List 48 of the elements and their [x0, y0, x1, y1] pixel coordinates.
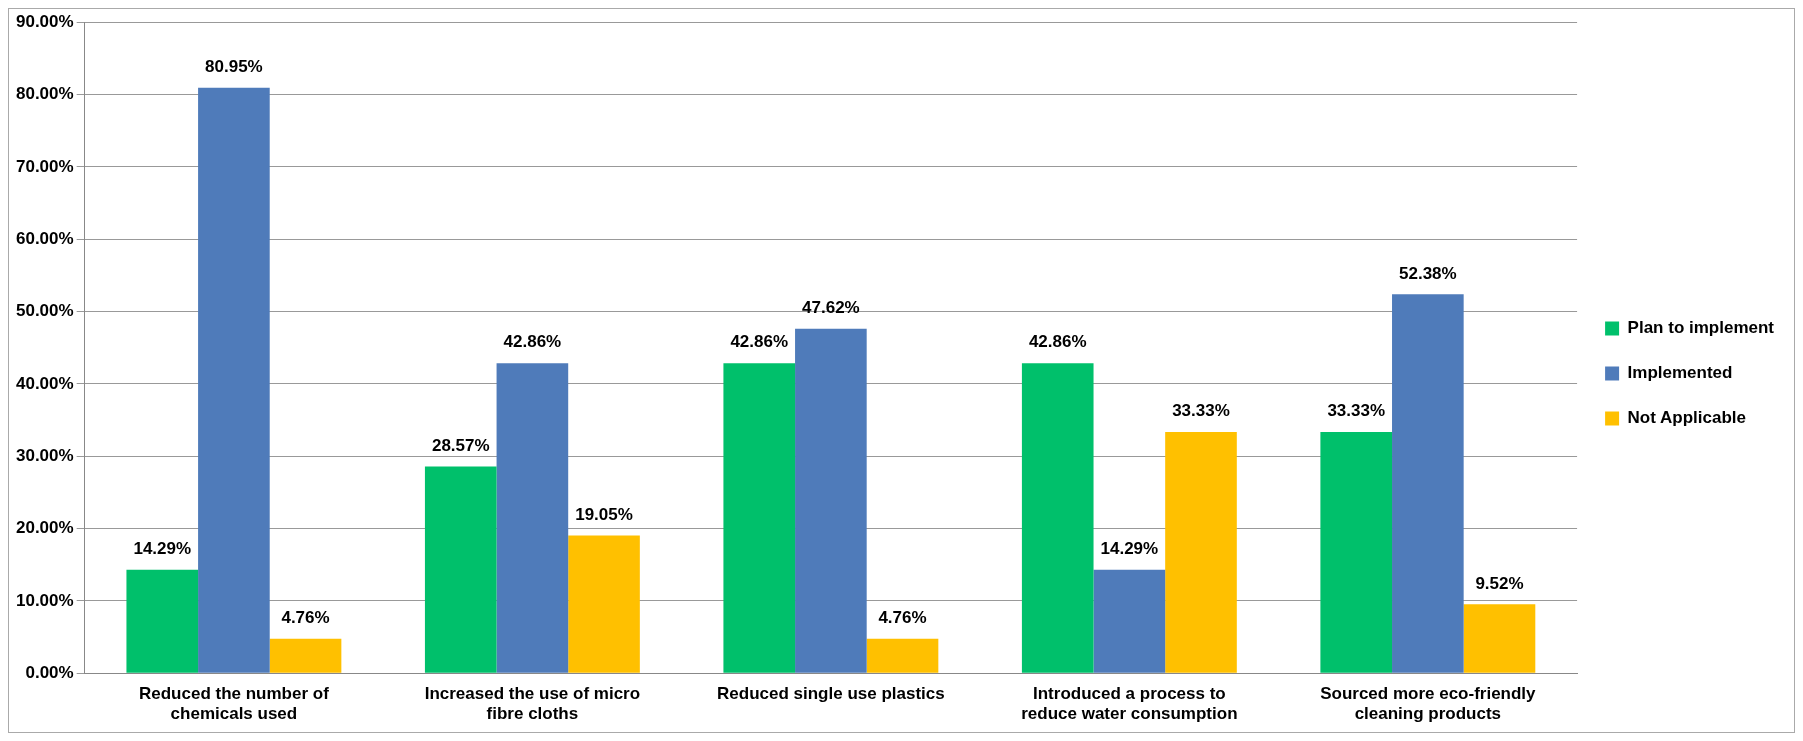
data-label: 4.76%	[878, 607, 927, 627]
y-tick-label: 50.00%	[15, 301, 74, 321]
y-tick-label: 10.00%	[15, 590, 74, 610]
bar	[1392, 294, 1464, 673]
data-label: 33.33%	[1327, 401, 1386, 421]
bar	[1093, 569, 1166, 673]
data-label: 14.29%	[1100, 539, 1159, 559]
bar	[1021, 363, 1094, 673]
x-tick-label: Reduced single use plastics	[717, 684, 945, 704]
data-label: 42.86%	[1028, 332, 1087, 352]
bar	[1165, 432, 1237, 673]
y-tick-label: 70.00%	[15, 156, 74, 176]
data-label: 33.33%	[1172, 401, 1230, 421]
y-tick-label: 90.00%	[15, 11, 74, 31]
data-label: 52.38%	[1399, 263, 1457, 283]
data-label: 4.76%	[281, 607, 330, 627]
data-label: 14.29%	[133, 539, 192, 559]
legend-label: Not Applicable	[1627, 408, 1746, 428]
bar	[126, 569, 199, 673]
bar	[866, 638, 939, 673]
y-tick-label: 40.00%	[15, 373, 74, 393]
data-label: 42.86%	[503, 332, 562, 352]
bar	[795, 328, 867, 673]
x-tick-label: Increased the use of micro fibre cloths	[424, 684, 641, 724]
bar	[198, 87, 270, 673]
x-tick-label: Introduced a process to reduce water consumption	[1021, 684, 1238, 724]
data-label: 47.62%	[802, 297, 860, 317]
data-label: 28.57%	[431, 435, 490, 455]
y-tick-label: 60.00%	[15, 228, 74, 248]
bar	[568, 535, 640, 673]
data-label: 9.52%	[1475, 573, 1524, 593]
bar	[424, 466, 497, 673]
legend-label: Implemented	[1627, 363, 1733, 383]
bar	[269, 638, 342, 673]
bar	[723, 363, 796, 673]
bar	[1463, 604, 1536, 673]
y-tick-label: 20.00%	[15, 518, 74, 538]
data-label: 80.95%	[205, 56, 263, 76]
legend-label: Plan to implement	[1627, 318, 1775, 338]
y-tick-label: 30.00%	[15, 445, 74, 465]
x-tick-label: Sourced more eco-friendly cleaning products	[1320, 684, 1537, 724]
y-tick-label: 0.00%	[25, 662, 74, 682]
y-tick-label: 80.00%	[15, 84, 74, 104]
x-tick-label: Reduced the number of chemicals used	[138, 684, 330, 724]
bar	[1320, 432, 1393, 673]
bar	[496, 363, 569, 673]
data-label: 42.86%	[730, 332, 789, 352]
data-label: 19.05%	[575, 504, 633, 524]
